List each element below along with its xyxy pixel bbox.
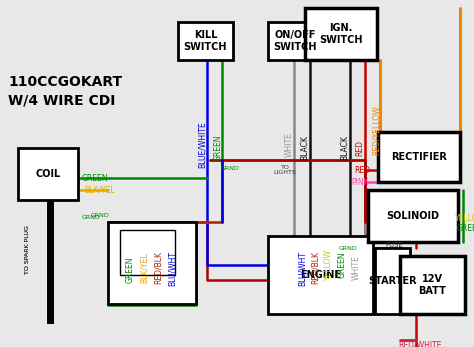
Text: FUSE: FUSE <box>385 242 403 248</box>
Text: GRND: GRND <box>338 245 357 251</box>
Text: BLK/YEL: BLK/YEL <box>85 186 115 195</box>
Text: ON/OFF
SWITCH: ON/OFF SWITCH <box>274 30 317 52</box>
Text: IGN.
SWITCH: IGN. SWITCH <box>319 23 363 45</box>
Text: GREEN: GREEN <box>126 257 135 283</box>
Text: TO
LIGHTS: TO LIGHTS <box>273 164 296 175</box>
Text: STARTER: STARTER <box>368 276 417 286</box>
FancyBboxPatch shape <box>268 236 373 314</box>
Text: BLU/WHT: BLU/WHT <box>167 251 176 286</box>
Text: GREEN: GREEN <box>213 135 222 161</box>
Text: 110CCGOKART: 110CCGOKART <box>8 75 122 89</box>
FancyBboxPatch shape <box>368 190 458 242</box>
Text: TO SPARK PLUG: TO SPARK PLUG <box>26 226 30 274</box>
Text: RED: RED <box>356 140 365 156</box>
FancyBboxPatch shape <box>108 222 196 304</box>
Text: RED/WHITE: RED/WHITE <box>398 340 442 347</box>
Text: WHITE: WHITE <box>352 255 361 280</box>
FancyBboxPatch shape <box>400 256 465 314</box>
Text: ENGINE: ENGINE <box>300 270 341 280</box>
Text: BLACK: BLACK <box>340 136 349 160</box>
Text: WHITE: WHITE <box>284 133 293 158</box>
Text: YELLOW: YELLOW <box>323 249 332 280</box>
Text: RED/BLK: RED/BLK <box>310 252 319 285</box>
FancyBboxPatch shape <box>268 22 323 60</box>
FancyBboxPatch shape <box>375 248 410 314</box>
Text: COIL: COIL <box>36 169 61 179</box>
Text: CDI: CDI <box>143 258 161 268</box>
Text: GREEN: GREEN <box>457 223 474 232</box>
Text: BLU/WHT: BLU/WHT <box>298 251 307 286</box>
Text: GREEN: GREEN <box>82 174 108 183</box>
Text: BLK/YEL: BLK/YEL <box>139 253 148 283</box>
Text: GREEN: GREEN <box>337 252 346 278</box>
FancyBboxPatch shape <box>305 8 377 60</box>
Text: 12V
BATT: 12V BATT <box>419 274 447 296</box>
Text: GRND: GRND <box>82 214 100 220</box>
Text: RECTIFIER: RECTIFIER <box>391 152 447 162</box>
Text: BLACK: BLACK <box>301 136 310 160</box>
Text: RED: RED <box>354 166 370 175</box>
Text: GRND: GRND <box>220 166 239 170</box>
Text: GRND: GRND <box>91 212 109 218</box>
FancyBboxPatch shape <box>120 230 175 275</box>
FancyBboxPatch shape <box>18 148 78 200</box>
Text: TO SPARK PLUG: TO SPARK PLUG <box>26 226 30 274</box>
Text: PINK: PINK <box>351 178 369 186</box>
Text: SOLINOID: SOLINOID <box>386 211 439 221</box>
Text: RED/BLK: RED/BLK <box>154 252 163 285</box>
Text: RED/YELLOW: RED/YELLOW <box>372 105 381 155</box>
FancyBboxPatch shape <box>378 132 460 182</box>
Text: YELLOW: YELLOW <box>455 213 474 222</box>
Text: BLUE/WHITE: BLUE/WHITE <box>198 122 207 168</box>
Text: W/4 WIRE CDI: W/4 WIRE CDI <box>8 93 115 107</box>
FancyBboxPatch shape <box>178 22 233 60</box>
Text: KILL
SWITCH: KILL SWITCH <box>184 30 227 52</box>
